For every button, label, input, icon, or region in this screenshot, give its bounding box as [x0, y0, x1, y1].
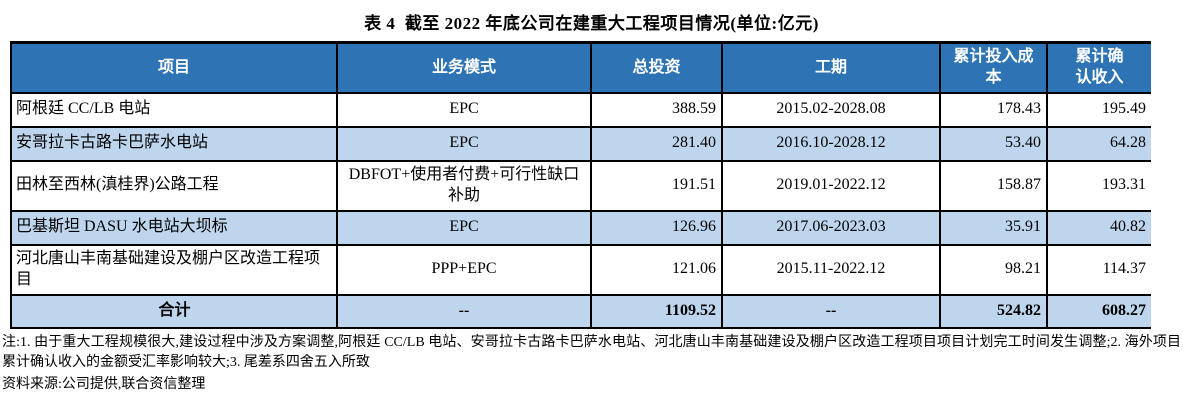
- cell-investment: 191.51: [591, 159, 723, 212]
- cell-investment: 281.40: [591, 125, 723, 162]
- table-row: 巴基斯坦 DASU 水电站大坝标 EPC 126.96 2017.06-2023…: [11, 209, 1151, 246]
- cell-model: EPC: [337, 209, 592, 246]
- table-row: 阿根廷 CC/LB 电站 EPC 388.59 2015.02-2028.08 …: [11, 91, 1151, 128]
- cell-investment: 388.59: [591, 91, 723, 128]
- cell-model: EPC: [337, 91, 592, 128]
- col-header-investment: 总投资: [591, 41, 723, 94]
- total-row: 合计 -- 1109.52 -- 524.82 608.27: [11, 293, 1151, 329]
- cell-revenue: 40.82: [1047, 209, 1151, 246]
- source-line: 资料来源:公司提供,联合资信整理: [2, 377, 206, 393]
- total-revenue: 608.27: [1047, 293, 1151, 329]
- total-label: 合计: [11, 293, 338, 329]
- table-row: 田林至西林(滇桂界)公路工程 DBFOT+使用者付费+可行性缺口补助 191.5…: [11, 159, 1151, 212]
- cell-project: 巴基斯坦 DASU 水电站大坝标: [11, 209, 338, 246]
- cell-period: 2017.06-2023.03: [722, 209, 941, 246]
- col-header-model: 业务模式: [337, 41, 592, 94]
- col-header-revenue: 累计确 认收入: [1047, 41, 1151, 94]
- cell-revenue: 114.37: [1047, 243, 1151, 296]
- cell-cost: 35.91: [940, 209, 1048, 246]
- cell-project: 田林至西林(滇桂界)公路工程: [11, 159, 338, 212]
- table-row: 安哥拉卡古路卡巴萨水电站 EPC 281.40 2016.10-2028.12 …: [11, 125, 1151, 162]
- table-row: 河北唐山丰南基础建设及棚户区改造工程项目 PPP+EPC 121.06 2015…: [11, 243, 1151, 296]
- cell-period: 2015.11-2022.12: [722, 243, 941, 296]
- table-title: 表 4 截至 2022 年底公司在建重大工程项目情况(单位:亿元): [364, 14, 819, 33]
- cell-cost: 158.87: [940, 159, 1048, 212]
- projects-table: 项目 业务模式 总投资 工期 累计投入成 本 累计确 认收入 阿根廷 CC/LB…: [10, 41, 1151, 329]
- cell-revenue: 193.31: [1047, 159, 1151, 212]
- cell-cost: 178.43: [940, 91, 1048, 128]
- cell-period: 2019.01-2022.12: [722, 159, 941, 212]
- col-header-cost: 累计投入成 本: [940, 41, 1048, 94]
- total-investment: 1109.52: [591, 293, 723, 329]
- cell-period: 2015.02-2028.08: [722, 91, 941, 128]
- cell-project: 阿根廷 CC/LB 电站: [11, 91, 338, 128]
- cell-model: EPC: [337, 125, 592, 162]
- col-header-period: 工期: [722, 41, 941, 94]
- cell-cost: 53.40: [940, 125, 1048, 162]
- cell-revenue: 195.49: [1047, 91, 1151, 128]
- total-period: --: [722, 293, 941, 329]
- cell-project: 安哥拉卡古路卡巴萨水电站: [11, 125, 338, 162]
- cell-revenue: 64.28: [1047, 125, 1151, 162]
- col-header-project: 项目: [11, 41, 338, 94]
- cell-period: 2016.10-2028.12: [722, 125, 941, 162]
- cell-model: PPP+EPC: [337, 243, 592, 296]
- cell-project: 河北唐山丰南基础建设及棚户区改造工程项目: [11, 243, 338, 296]
- cell-model: DBFOT+使用者付费+可行性缺口补助: [337, 159, 592, 212]
- footnotes: 注:1. 由于重大工程规模很大,建设过程中涉及方案调整,阿根廷 CC/LB 电站…: [2, 334, 1181, 370]
- cell-cost: 98.21: [940, 243, 1048, 296]
- total-model: --: [337, 293, 592, 329]
- total-cost: 524.82: [940, 293, 1048, 329]
- cell-investment: 126.96: [591, 209, 723, 246]
- header-row: 项目 业务模式 总投资 工期 累计投入成 本 累计确 认收入: [11, 41, 1151, 94]
- cell-investment: 121.06: [591, 243, 723, 296]
